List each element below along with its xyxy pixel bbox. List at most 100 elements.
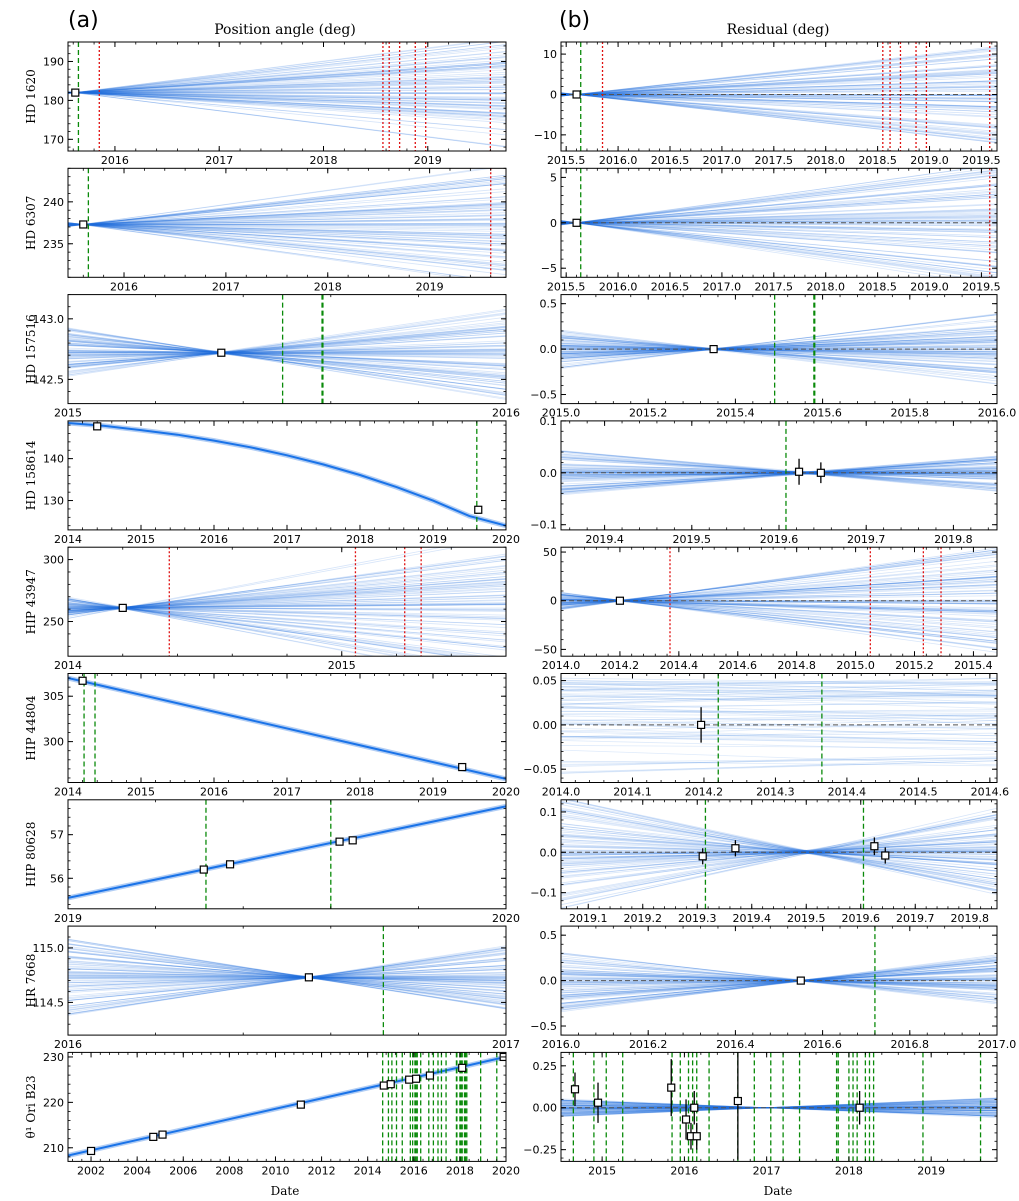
- solution-fan: [68, 308, 506, 400]
- solution-line: [68, 174, 506, 227]
- solution-line: [68, 92, 506, 102]
- solution-line: [68, 581, 506, 612]
- solution-line: [561, 211, 997, 224]
- solution-line: [561, 337, 997, 355]
- solution-line: [561, 451, 997, 492]
- solution-line: [561, 93, 997, 118]
- solution-line: [561, 713, 997, 722]
- solution-line: [68, 44, 506, 94]
- solution-line: [68, 947, 506, 1015]
- row-6-right-panel-area: [561, 673, 997, 783]
- solution-line: [561, 93, 997, 108]
- solution-line: [561, 814, 997, 901]
- y-tick-label: 0.1: [540, 806, 558, 819]
- solution-line: [68, 206, 506, 226]
- solution-line: [561, 221, 997, 239]
- solution-line: [561, 591, 997, 653]
- solution-line: [561, 586, 997, 603]
- solution-line: [561, 977, 997, 986]
- solution-line: [68, 975, 506, 979]
- solution-line: [561, 592, 997, 649]
- solution-line: [561, 834, 997, 874]
- x-tick-label: 2019.1: [569, 912, 608, 925]
- solution-line: [561, 215, 997, 224]
- solution-line: [68, 50, 506, 94]
- solution-line: [561, 65, 997, 97]
- solution-line: [68, 178, 506, 227]
- y-tick-label: −0.1: [530, 519, 557, 532]
- solution-line: [68, 974, 506, 984]
- solution-line: [561, 71, 997, 96]
- row-1-right-panel-area: [561, 42, 997, 151]
- y-tick-label: 114.5: [33, 996, 65, 1009]
- solution-line: [68, 64, 506, 94]
- ticks: 2014 2015 250 300: [43, 546, 506, 672]
- solution-line: [561, 677, 997, 685]
- solution-line: [561, 467, 997, 476]
- solution-line: [68, 971, 506, 985]
- y-tick-label: −0.1: [530, 887, 557, 900]
- solution-line: [561, 457, 997, 486]
- x-tick-label: 2016.4: [716, 1038, 755, 1051]
- solution-line: [68, 968, 506, 984]
- solution-line: [561, 690, 997, 705]
- solution-curve: [68, 805, 506, 899]
- solution-line: [68, 218, 506, 225]
- row-1-left-panel: 2016 2017 2018 2019 170 180 190: [43, 41, 507, 167]
- solution-line: [68, 223, 506, 235]
- solution-line: [68, 42, 485, 94]
- x-tick-label: 2004: [123, 1164, 151, 1177]
- solution-line: [561, 221, 997, 247]
- solution-line: [68, 959, 506, 1002]
- solution-line: [561, 760, 997, 774]
- solution-line: [561, 958, 997, 1009]
- solution-line: [561, 463, 997, 485]
- solution-line: [561, 221, 997, 237]
- solution-line: [68, 559, 506, 616]
- solution-line: [68, 602, 506, 609]
- solution-line: [561, 835, 997, 864]
- solution-line: [68, 599, 481, 657]
- solution-line: [561, 92, 997, 127]
- solution-line: [68, 313, 506, 376]
- solution-line: [68, 951, 506, 999]
- solution-line: [561, 341, 997, 355]
- y-tick-label: 140: [43, 453, 64, 466]
- column-title-left: Position angle (deg): [214, 22, 356, 38]
- solution-line: [68, 949, 506, 1011]
- solution-line: [68, 967, 506, 984]
- x-tick-label: 2019.4: [585, 533, 624, 546]
- solution-line: [561, 339, 997, 370]
- solution-line: [561, 220, 944, 278]
- y-tick-label: 300: [43, 736, 64, 749]
- axes-frame: [560, 799, 998, 910]
- solution-line: [68, 51, 506, 94]
- solution-line: [68, 214, 506, 226]
- solution-line: [561, 801, 997, 891]
- solution-line: [561, 328, 997, 360]
- solution-line: [68, 947, 506, 1015]
- solution-line: [68, 203, 506, 226]
- solution-line: [68, 329, 506, 366]
- solution-line: [561, 953, 997, 1003]
- x-tick-label: 2015.0: [542, 407, 581, 420]
- solution-line: [68, 598, 403, 657]
- solution-line: [68, 351, 506, 356]
- solution-line: [68, 343, 506, 367]
- solution-line: [68, 91, 506, 114]
- solution-line: [68, 86, 506, 93]
- solution-line: [561, 710, 997, 712]
- solution-line: [68, 598, 427, 657]
- solution-line: [561, 86, 997, 95]
- data-point: [335, 837, 344, 846]
- solution-line: [68, 222, 506, 276]
- row-6-right-panel: 2014.0 2014.1 2014.2 2014.3 2014.4 2014.5 2014…: [523, 673, 1009, 799]
- solution-line: [68, 939, 506, 1010]
- solution-line: [561, 342, 997, 359]
- solution-line: [561, 959, 997, 1008]
- solution-line: [68, 599, 506, 611]
- solution-line: [561, 760, 997, 773]
- axes-frame: [67, 41, 507, 152]
- solution-line: [561, 970, 997, 992]
- x-tick-label: 2019.6: [842, 912, 881, 925]
